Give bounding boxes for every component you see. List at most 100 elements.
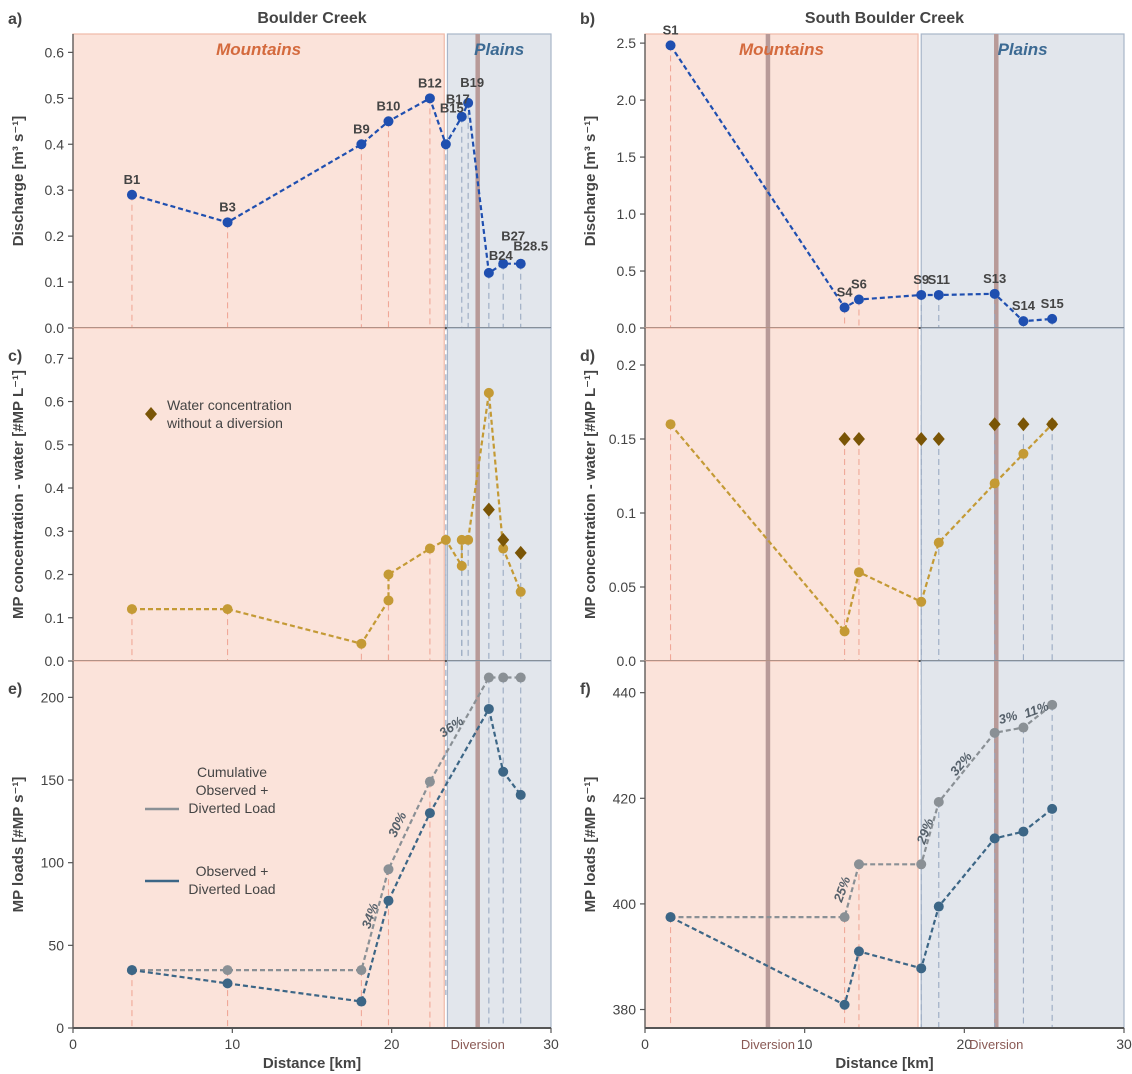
data-point <box>989 288 1000 299</box>
y-tick-label: 0.6 <box>45 44 65 60</box>
plains-region <box>920 33 1125 329</box>
data-point <box>424 543 435 554</box>
y-axis-label: MP loads [#MP s⁻¹] <box>10 777 27 913</box>
data-point <box>498 672 509 683</box>
y-tick-label: 0.05 <box>609 579 636 595</box>
mountains-region <box>644 33 919 329</box>
y-tick-label: 0 <box>56 1020 64 1036</box>
panel-title: Boulder Creek <box>257 10 366 27</box>
y-axis-label: Discharge [m³ s⁻¹] <box>582 116 599 246</box>
y-axis-label: Discharge [m³ s⁻¹] <box>10 116 27 246</box>
panel-e: 0 50 100 150 200 0 10 20 30 Distance [km] Diversio… <box>8 660 559 1072</box>
y-tick-label: 0.1 <box>45 274 65 290</box>
site-label: S6 <box>851 277 867 292</box>
y-tick-label: 0.5 <box>45 437 65 453</box>
y-tick-label: 0.4 <box>45 136 65 152</box>
x-tick-label: 30 <box>543 1036 559 1052</box>
site-label: B10 <box>377 98 401 113</box>
data-point <box>383 116 394 127</box>
data-point <box>853 859 864 870</box>
data-point <box>1018 826 1029 837</box>
data-point <box>989 478 1000 489</box>
x-axis-label: Distance [km] <box>263 1055 361 1072</box>
site-label: S1 <box>663 22 679 37</box>
y-tick-label: 380 <box>613 1002 637 1018</box>
data-point <box>853 946 864 957</box>
panel-b: Mountains Plains 0.0 0.5 1.0 1.5 2.0 2.5 Dischar… <box>580 10 1125 662</box>
diamond-point <box>838 432 851 446</box>
y-tick-label: 2.0 <box>617 92 637 108</box>
x-axis-label: Distance [km] <box>835 1055 933 1072</box>
plains-region <box>446 660 552 1029</box>
data-point <box>665 912 676 923</box>
site-label: B24 <box>489 248 514 263</box>
x-tick-label: 20 <box>957 1036 973 1052</box>
data-point <box>1047 803 1058 814</box>
data-point <box>933 537 944 548</box>
data-point <box>222 978 233 989</box>
data-point <box>456 560 467 571</box>
site-label: S9 <box>913 272 929 287</box>
y-tick-label: 1.0 <box>617 206 637 222</box>
percent-annotation: 3% <box>997 708 1019 727</box>
y-tick-label: 440 <box>613 685 637 701</box>
data-point <box>356 638 367 649</box>
data-point <box>383 569 394 580</box>
data-point <box>483 672 494 683</box>
y-tick-label: 0.1 <box>45 610 65 626</box>
diamond-point <box>915 432 928 446</box>
plains-label: Plains <box>998 40 1048 59</box>
diamond-point <box>497 532 510 547</box>
data-point <box>356 139 367 150</box>
data-point <box>933 796 944 807</box>
site-label: B27 <box>501 229 525 244</box>
data-point <box>498 766 509 777</box>
data-point <box>126 604 137 615</box>
data-point <box>515 586 526 597</box>
legend-diamond-icon <box>145 407 157 421</box>
data-point <box>383 864 394 875</box>
data-point <box>839 626 850 637</box>
data-point <box>463 97 474 108</box>
data-point <box>515 672 526 683</box>
plains-label: Plains <box>474 40 524 59</box>
series-line <box>670 703 1053 919</box>
data-point <box>483 703 494 714</box>
y-tick-label: 0.6 <box>45 394 65 410</box>
data-point <box>126 965 137 976</box>
x-tick-label: 30 <box>1116 1036 1132 1052</box>
site-label: S11 <box>928 272 950 287</box>
y-tick-label: 0.2 <box>45 228 65 244</box>
data-point <box>424 808 435 819</box>
data-point <box>1018 316 1029 327</box>
data-point <box>916 596 927 607</box>
mountains-region <box>72 33 445 329</box>
diamond-point <box>482 502 495 517</box>
y-tick-label: 420 <box>613 790 637 806</box>
data-point <box>1018 448 1029 459</box>
mountains-region <box>644 660 919 1029</box>
data-point <box>989 833 1000 844</box>
data-point <box>916 859 927 870</box>
y-tick-label: 400 <box>613 896 637 912</box>
data-point <box>665 40 676 51</box>
panel-c: 0.0 0.1 0.2 0.3 0.4 0.5 0.6 0.7 MP concentration… <box>8 327 552 995</box>
legend-label: Observed + Diverted Load <box>188 863 275 897</box>
mountains-label: Mountains <box>739 40 824 59</box>
site-label: B19 <box>460 75 484 90</box>
plains-region <box>446 33 552 329</box>
site-label: S14 <box>1012 298 1036 313</box>
x-tick-label: 20 <box>384 1036 400 1052</box>
y-tick-label: 0.0 <box>45 320 65 336</box>
site-label: B17 <box>446 92 470 107</box>
data-point <box>853 294 864 305</box>
data-point <box>356 965 367 976</box>
data-point <box>853 567 864 578</box>
y-tick-label: 0.0 <box>45 653 65 669</box>
panel-letter: f) <box>580 681 591 698</box>
data-point <box>483 267 494 278</box>
y-tick-label: 1.5 <box>617 149 637 165</box>
